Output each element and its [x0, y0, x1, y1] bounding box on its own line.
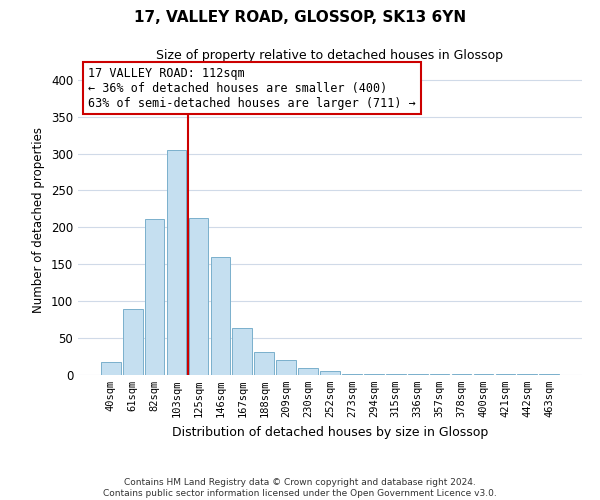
- Bar: [254, 352, 274, 375]
- Bar: [188, 218, 208, 375]
- Y-axis label: Number of detached properties: Number of detached properties: [32, 127, 46, 313]
- Bar: [320, 372, 340, 375]
- Bar: [211, 257, 230, 375]
- Bar: [123, 308, 143, 375]
- Bar: [145, 220, 164, 375]
- Text: Contains HM Land Registry data © Crown copyright and database right 2024.
Contai: Contains HM Land Registry data © Crown c…: [103, 478, 497, 498]
- Bar: [386, 374, 406, 375]
- Bar: [539, 374, 559, 375]
- Bar: [276, 360, 296, 375]
- Bar: [408, 374, 428, 375]
- Bar: [430, 374, 449, 375]
- Text: 17 VALLEY ROAD: 112sqm
← 36% of detached houses are smaller (400)
63% of semi-de: 17 VALLEY ROAD: 112sqm ← 36% of detached…: [88, 66, 416, 110]
- Title: Size of property relative to detached houses in Glossop: Size of property relative to detached ho…: [157, 50, 503, 62]
- Bar: [298, 368, 318, 375]
- Bar: [232, 328, 252, 375]
- X-axis label: Distribution of detached houses by size in Glossop: Distribution of detached houses by size …: [172, 426, 488, 438]
- Bar: [342, 374, 362, 375]
- Bar: [517, 374, 537, 375]
- Bar: [364, 374, 384, 375]
- Bar: [473, 374, 493, 375]
- Bar: [496, 374, 515, 375]
- Bar: [167, 150, 187, 375]
- Text: 17, VALLEY ROAD, GLOSSOP, SK13 6YN: 17, VALLEY ROAD, GLOSSOP, SK13 6YN: [134, 10, 466, 25]
- Bar: [452, 374, 472, 375]
- Bar: [101, 362, 121, 375]
